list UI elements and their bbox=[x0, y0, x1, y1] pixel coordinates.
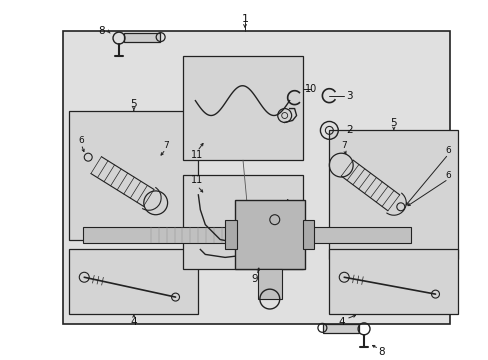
Text: 6: 6 bbox=[445, 146, 450, 155]
Text: 5: 5 bbox=[130, 99, 137, 109]
Text: 7: 7 bbox=[341, 141, 346, 150]
Text: 6: 6 bbox=[445, 171, 450, 180]
Bar bbox=[257, 269, 281, 299]
Text: 6: 6 bbox=[78, 136, 84, 145]
Bar bbox=[328, 249, 457, 314]
Text: 11: 11 bbox=[191, 175, 203, 185]
Bar bbox=[69, 249, 198, 314]
Text: 8: 8 bbox=[98, 26, 104, 36]
Bar bbox=[235, 200, 304, 269]
Bar bbox=[69, 111, 198, 239]
Text: 8: 8 bbox=[378, 347, 385, 357]
Bar bbox=[123, 33, 160, 42]
Text: 2: 2 bbox=[345, 125, 352, 135]
Bar bbox=[224, 220, 237, 249]
Bar bbox=[323, 324, 358, 333]
Text: 10: 10 bbox=[305, 84, 317, 94]
Text: 7: 7 bbox=[163, 141, 168, 150]
Bar bbox=[328, 130, 457, 260]
Text: 4: 4 bbox=[130, 317, 137, 327]
Bar bbox=[63, 31, 449, 324]
Text: 1: 1 bbox=[241, 14, 248, 24]
Text: 4: 4 bbox=[338, 317, 345, 327]
Bar bbox=[302, 220, 314, 249]
Text: 3: 3 bbox=[345, 91, 352, 101]
Text: 9: 9 bbox=[251, 274, 258, 284]
Bar bbox=[183, 56, 302, 160]
Text: 5: 5 bbox=[390, 118, 396, 129]
Bar bbox=[183, 175, 302, 269]
Text: 11: 11 bbox=[191, 150, 203, 160]
Bar bbox=[83, 227, 410, 243]
